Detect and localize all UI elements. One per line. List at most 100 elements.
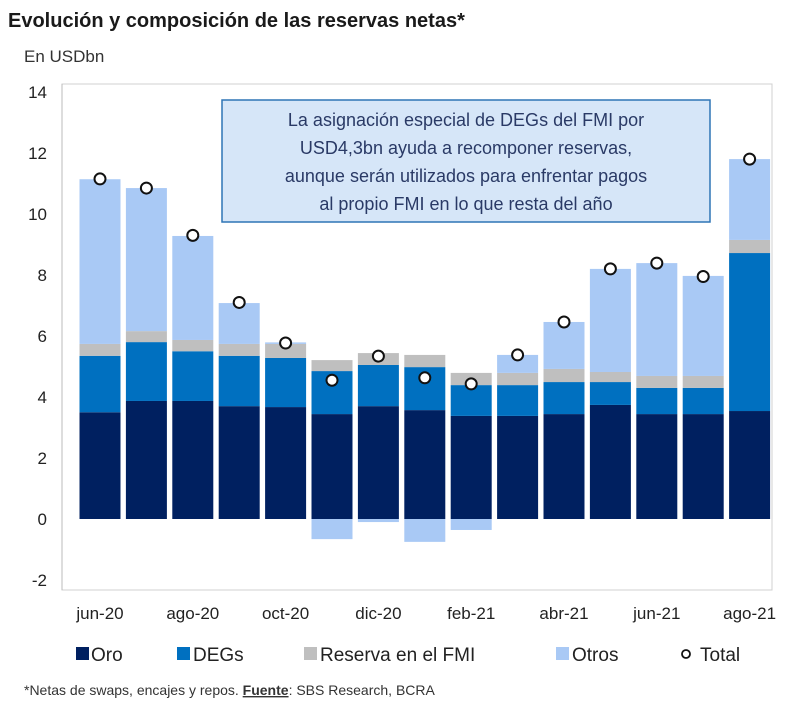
bar-segment-otros	[682, 275, 724, 376]
bar-segment-degs	[497, 385, 539, 416]
total-marker	[186, 228, 200, 242]
y-tick-label: 8	[38, 266, 47, 285]
x-tick-label: oct-20	[262, 604, 309, 623]
bar-segment-reserva-en-el-fmi	[311, 360, 353, 372]
bar-segment-oro	[265, 407, 307, 519]
total-marker	[464, 377, 478, 391]
y-tick-label: -2	[32, 571, 47, 590]
bar-segment-degs	[636, 387, 678, 415]
x-tick-label: dic-20	[355, 604, 401, 623]
bar-segment-reserva-en-el-fmi	[404, 354, 446, 368]
total-marker	[232, 295, 246, 309]
x-tick-label: feb-21	[447, 604, 495, 623]
bar-segment-otros	[218, 303, 260, 344]
legend-label-total: Total	[700, 645, 740, 666]
bar-segment-otros	[172, 235, 214, 340]
legend: Oro DEGs Reserva en el FMI Otros Total	[76, 645, 740, 666]
bar-segment-oro	[218, 406, 260, 519]
footnote: *Netas de swaps, encajes y repos. Fuente…	[24, 682, 436, 698]
bar-segment-otros	[125, 188, 167, 332]
bar-segment-degs	[125, 342, 167, 401]
bar-segment-oro	[543, 414, 585, 519]
bar-segment-degs	[729, 253, 771, 412]
legend-marker-total	[681, 649, 691, 659]
bar-segment-otros	[543, 321, 585, 369]
bar-segment-degs	[543, 382, 585, 415]
footnote-source-label: Fuente	[243, 682, 289, 698]
footnote-text: *Netas de swaps, encajes y repos.	[24, 682, 243, 698]
bar-segment-otros	[311, 519, 353, 540]
chart-title: Evolución y composición de las reservas …	[8, 10, 465, 32]
bar-segment-otros	[636, 263, 678, 376]
total-marker	[511, 348, 525, 362]
y-tick-label: 12	[28, 144, 47, 163]
bar-segment-otros	[497, 354, 539, 373]
bar-segment-oro	[125, 400, 167, 519]
bar-segment-degs	[218, 355, 260, 407]
legend-label-fmi: Reserva en el FMI	[320, 645, 475, 666]
bar-segment-reserva-en-el-fmi	[543, 368, 585, 383]
bar-segment-oro	[404, 410, 446, 519]
y-tick-label: 14	[28, 83, 47, 102]
bar-segment-degs	[79, 355, 121, 413]
total-marker	[325, 373, 339, 387]
x-tick-label: ago-21	[723, 604, 776, 623]
bar-segment-oro	[729, 411, 771, 519]
legend-label-degs: DEGs	[193, 645, 244, 666]
bar-segment-oro	[357, 406, 399, 519]
legend-label-oro: Oro	[91, 645, 123, 666]
bar-segment-degs	[682, 387, 724, 415]
bar-segment-reserva-en-el-fmi	[172, 339, 214, 352]
bar-segment-oro	[172, 400, 214, 519]
bar-segment-oro	[589, 404, 631, 519]
bar-segment-otros	[357, 519, 399, 523]
x-axis-ticks: jun-20 ago-20 oct-20 dic-20 feb-21 abr-21 jun-…	[75, 604, 776, 623]
total-marker	[696, 270, 710, 284]
annotation-line: aunque serán utilizados para enfrentar p…	[285, 166, 647, 186]
bars	[79, 159, 771, 542]
y-tick-label: 4	[38, 388, 47, 407]
bar-segment-oro	[497, 415, 539, 519]
total-marker	[603, 262, 617, 276]
total-marker	[557, 315, 571, 329]
bar-segment-otros	[450, 519, 492, 530]
y-tick-label: 2	[38, 449, 47, 468]
annotation-box: La asignación especial de DEGs del FMI p…	[221, 99, 711, 223]
legend-label-otros: Otros	[572, 645, 618, 666]
legend-swatch-fmi	[304, 647, 317, 660]
total-markers	[93, 152, 757, 391]
bar-segment-degs	[589, 382, 631, 405]
total-marker	[371, 349, 385, 363]
annotation-background	[221, 99, 711, 223]
bar-segment-oro	[311, 414, 353, 519]
bar-segment-oro	[636, 414, 678, 519]
bar-segment-reserva-en-el-fmi	[497, 372, 539, 386]
y-tick-label: 6	[38, 327, 47, 346]
bar-segment-reserva-en-el-fmi	[265, 343, 307, 358]
bar-segment-otros	[729, 159, 771, 240]
x-tick-label: abr-21	[539, 604, 588, 623]
bar-segment-reserva-en-el-fmi	[729, 239, 771, 254]
bar-segment-oro	[79, 412, 121, 519]
annotation-line: La asignación especial de DEGs del FMI p…	[288, 110, 644, 130]
total-marker	[418, 371, 432, 385]
bar-segment-reserva-en-el-fmi	[636, 375, 678, 388]
bar-segment-reserva-en-el-fmi	[682, 375, 724, 388]
bar-segment-oro	[682, 414, 724, 519]
total-marker	[139, 181, 153, 195]
bar-segment-otros	[404, 519, 446, 542]
bar-segment-reserva-en-el-fmi	[79, 343, 121, 356]
bar-segment-degs	[357, 364, 399, 407]
legend-swatch-otros	[556, 647, 569, 660]
bar-segment-reserva-en-el-fmi	[218, 343, 260, 356]
y-axis-ticks: 14 12 10 8 6 4 2 0 -2	[28, 83, 47, 590]
bar-segment-otros	[589, 268, 631, 372]
chart-subtitle: En USDbn	[24, 47, 104, 66]
x-tick-label: jun-20	[75, 604, 123, 623]
bar-segment-otros	[79, 179, 121, 344]
y-tick-label: 10	[28, 205, 47, 224]
footnote-source-text: : SBS Research, BCRA	[289, 682, 436, 698]
legend-swatch-degs	[177, 647, 190, 660]
bar-segment-reserva-en-el-fmi	[589, 371, 631, 383]
